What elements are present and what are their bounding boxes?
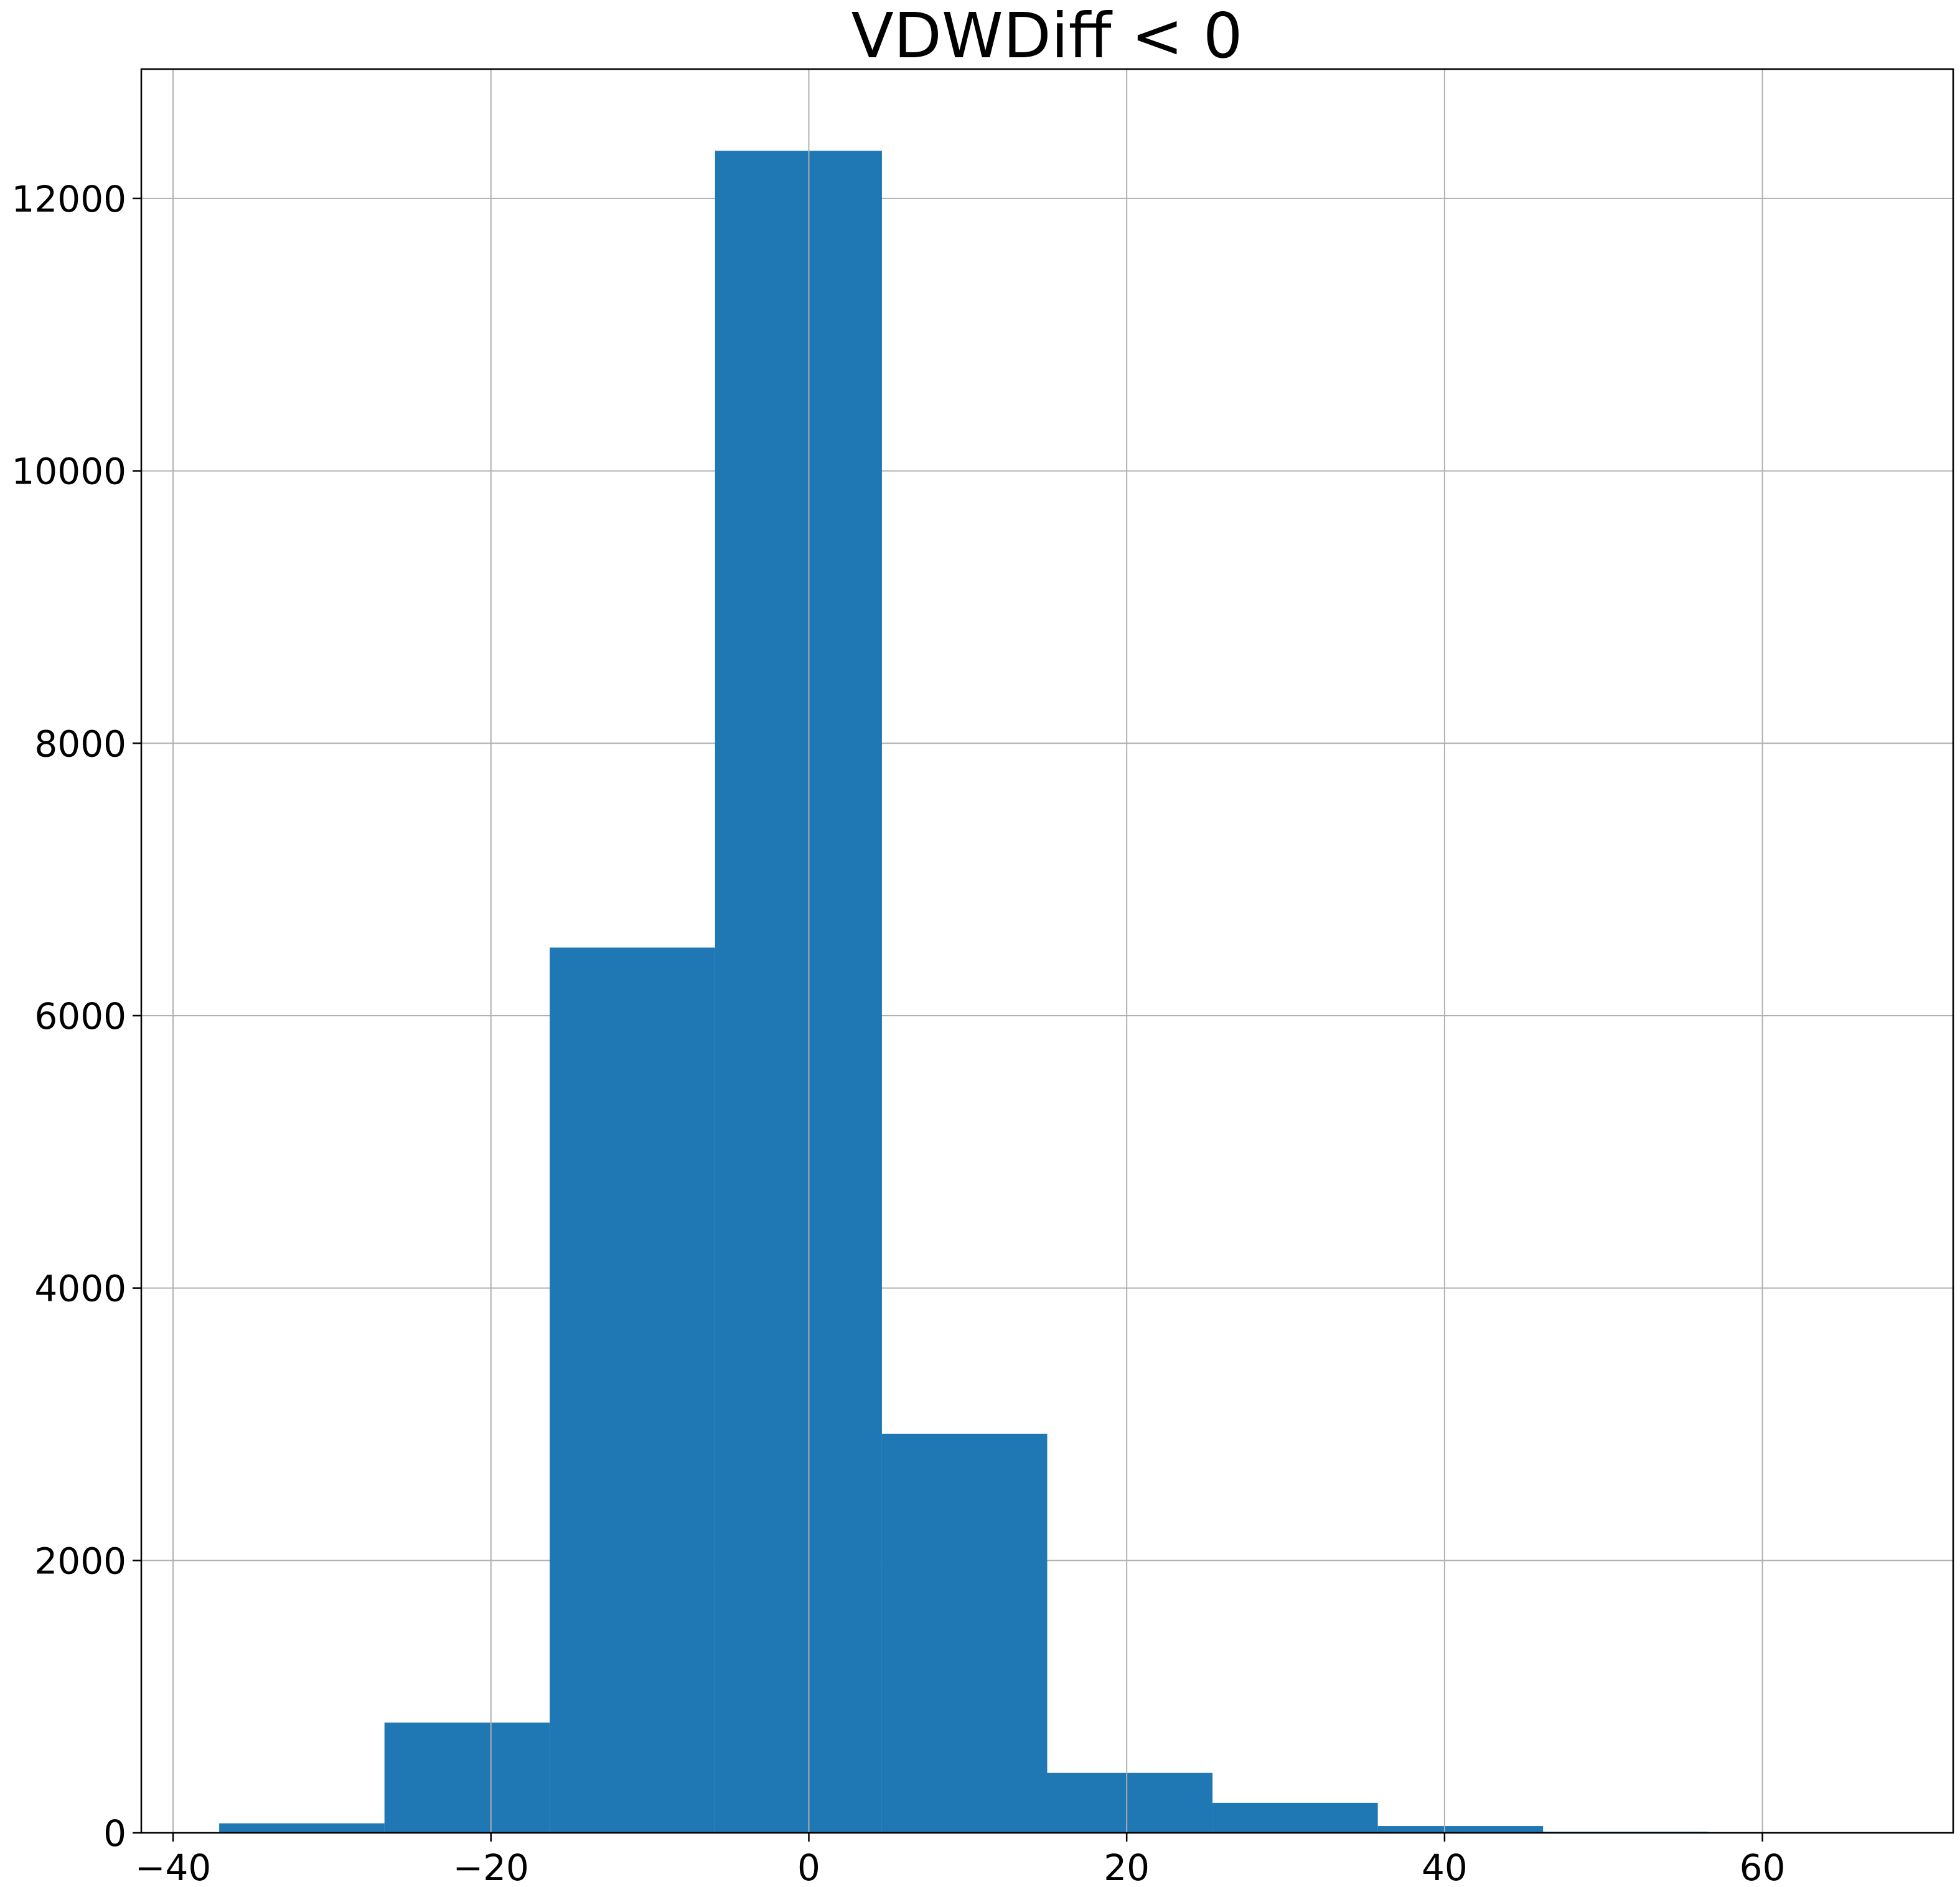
histogram-bar	[219, 1823, 385, 1833]
y-tick-label: 12000	[11, 178, 126, 220]
y-tick-label: 8000	[34, 723, 126, 765]
x-tick-label: 0	[797, 1847, 820, 1887]
histogram-bar	[1047, 1772, 1213, 1833]
plot-frame	[140, 68, 1954, 1834]
x-tick-label: 20	[1104, 1847, 1150, 1887]
histogram-bar	[384, 1722, 550, 1833]
x-axis: −40 −20 0 20 40 60	[135, 1833, 1786, 1887]
y-tick-label: 6000	[34, 995, 126, 1037]
y-tick-label: 0	[103, 1812, 126, 1855]
grid	[141, 197, 1953, 1833]
x-tick-label: 40	[1422, 1847, 1468, 1887]
histogram-bar	[881, 1433, 1048, 1833]
chart-title: VDWDiff < 0	[851, 0, 1243, 72]
y-tick-label: 4000	[34, 1268, 126, 1310]
y-axis: 0 2000 4000 6000 8000 10000 12000	[11, 178, 141, 1855]
histogram-bar	[1377, 1826, 1544, 1833]
bars	[219, 151, 1874, 1833]
y-tick-label: 10000	[11, 451, 126, 493]
histogram-bar	[715, 151, 882, 1833]
x-tick-label: −20	[453, 1847, 529, 1887]
histogram-bar	[1212, 1802, 1378, 1833]
grid-overlay	[172, 69, 1763, 1833]
y-tick-label: 2000	[34, 1540, 126, 1582]
x-tick-label: 60	[1740, 1847, 1786, 1887]
x-tick-label: −40	[135, 1847, 211, 1887]
histogram-bar	[550, 947, 715, 1833]
